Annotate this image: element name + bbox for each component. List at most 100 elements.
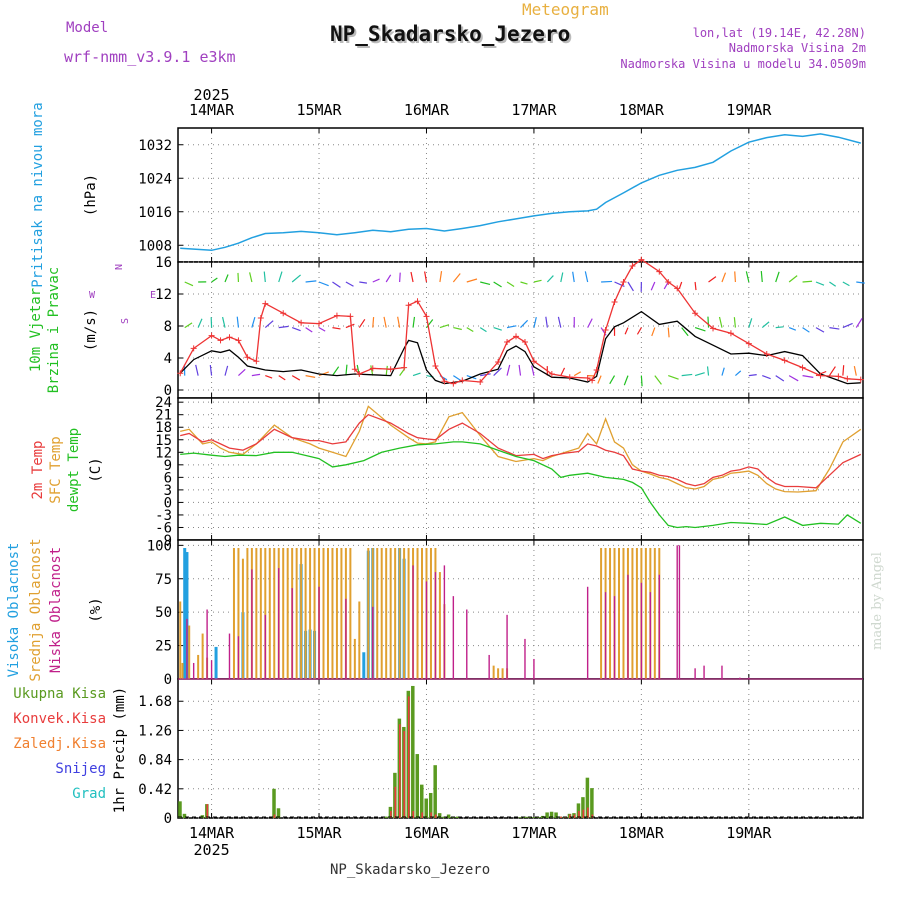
precip-bar-total bbox=[581, 797, 585, 818]
x-label-top-15MAR: 15MAR bbox=[296, 101, 342, 119]
cloud-bar-mid bbox=[264, 548, 267, 679]
wind-speed-marker bbox=[799, 364, 806, 371]
ytick-label-precip-4: 1.68 bbox=[138, 694, 172, 710]
cloud-bar-mid bbox=[398, 548, 401, 679]
wind-speed-marker bbox=[656, 268, 663, 275]
precip-bar-total bbox=[384, 816, 388, 818]
ytick-label-precip-3: 1.26 bbox=[138, 723, 172, 739]
wind-arrow bbox=[479, 327, 487, 333]
precip-bar-total bbox=[428, 792, 433, 818]
precip-bar-total bbox=[545, 812, 549, 818]
ytick-label-temperature-6: 9 bbox=[164, 458, 172, 474]
precip-bar-total bbox=[518, 817, 522, 818]
precip-bar-total bbox=[590, 788, 594, 818]
wind-arrow bbox=[788, 327, 797, 331]
cloud-bar-mid bbox=[246, 548, 249, 679]
wind-arrow bbox=[828, 366, 836, 376]
cloud-bar-mid bbox=[309, 548, 312, 679]
compass-n: N bbox=[114, 264, 125, 270]
wind-arrow bbox=[385, 274, 392, 283]
cloud-bar-mid bbox=[282, 548, 285, 679]
wind-arrow bbox=[678, 281, 683, 289]
precip-bar-total bbox=[182, 813, 187, 818]
cloud-bar-mid bbox=[429, 548, 432, 679]
wind-speed-marker bbox=[584, 375, 591, 381]
ytick-label-pressure-3: 1032 bbox=[138, 138, 172, 154]
wind-speed-marker bbox=[745, 340, 752, 347]
wind-arrow bbox=[412, 372, 421, 377]
wind-arrow bbox=[557, 316, 562, 328]
wind-arrow bbox=[224, 274, 229, 283]
cloud-bar-low bbox=[186, 618, 188, 679]
cloud-bar-mid bbox=[331, 548, 334, 679]
cloud-bar-mid bbox=[367, 548, 370, 679]
wind-arrow bbox=[560, 272, 564, 283]
cloud-bar-mid bbox=[349, 548, 352, 679]
wind-speed-marker bbox=[262, 300, 269, 307]
precip-bar-total bbox=[536, 817, 540, 818]
precip-bar-convective bbox=[582, 809, 585, 818]
cloud-bar-low bbox=[434, 572, 437, 679]
wind-speed-marker bbox=[405, 302, 412, 309]
wind-speed-marker bbox=[844, 375, 851, 382]
ytick-label-wind-0: 0 bbox=[164, 383, 172, 399]
wind-speed-marker bbox=[817, 372, 824, 379]
precip-legend-4: Grad bbox=[72, 786, 106, 802]
wind-arrow bbox=[545, 316, 548, 328]
precip-bar-convective bbox=[394, 786, 397, 818]
wind-arrow bbox=[305, 327, 313, 333]
panel-frame-pressure bbox=[177, 127, 864, 263]
precip-bar-total bbox=[178, 801, 182, 818]
model-label: Model bbox=[66, 20, 109, 36]
wind-arrow bbox=[318, 327, 326, 332]
wind-arrow bbox=[761, 321, 770, 329]
x-label-bottom-19MAR: 19MAR bbox=[726, 824, 772, 842]
cloud-bar-low bbox=[291, 588, 293, 679]
cloud-bar-mid bbox=[179, 601, 182, 679]
x-label-top-16MAR: 16MAR bbox=[404, 101, 450, 119]
chart-title: Meteogram bbox=[522, 0, 609, 19]
wind-arrow bbox=[829, 327, 840, 330]
wind-arrow bbox=[573, 371, 582, 377]
wind-speed-marker bbox=[530, 358, 537, 365]
wind-speed-marker bbox=[835, 373, 842, 380]
cloud-bar-mid bbox=[273, 548, 276, 679]
precip-bar-convective bbox=[569, 814, 571, 818]
wind-arrow bbox=[399, 272, 401, 283]
cloud-bar-mid bbox=[313, 548, 316, 679]
wind-arrow bbox=[762, 375, 771, 380]
cloud-bar-mid bbox=[600, 548, 603, 679]
wind-arrow bbox=[506, 364, 511, 376]
wind-arrow bbox=[372, 317, 375, 328]
wind-arrow bbox=[681, 327, 689, 337]
panel-frame-temperature bbox=[177, 397, 864, 541]
precip-bar-total bbox=[585, 777, 590, 818]
cloud-bar-mid bbox=[617, 548, 620, 679]
altitude: Nadmorska Visina 2m bbox=[728, 41, 866, 55]
cloud-bar-low bbox=[318, 586, 320, 679]
cloud-bar-low bbox=[604, 592, 607, 679]
precip-bar-convective bbox=[578, 811, 580, 818]
wind-speed-marker bbox=[459, 377, 466, 384]
precip-bar-total bbox=[272, 788, 276, 818]
cloud-bar-low bbox=[443, 565, 446, 679]
wind-arrow bbox=[668, 375, 679, 380]
x-label-top-19MAR: 19MAR bbox=[726, 101, 772, 119]
cloud-bar-mid bbox=[492, 665, 495, 679]
model-altitude: Nadmorska Visina u modelu 34.0509m bbox=[620, 57, 866, 71]
wind-arrow bbox=[410, 271, 414, 283]
wind-arrow bbox=[426, 319, 434, 328]
cloud-bar-mid bbox=[188, 625, 191, 679]
wind-speed-marker bbox=[692, 310, 699, 317]
cloud-bar-high bbox=[214, 646, 218, 679]
cloud-bar-low bbox=[627, 574, 629, 679]
wind-speed-marker bbox=[593, 367, 600, 373]
precip-bar-total bbox=[276, 808, 281, 818]
cloud-bar-mid bbox=[631, 548, 634, 679]
precip-bar-convective bbox=[573, 814, 576, 818]
cloud-bar-mid bbox=[421, 548, 424, 679]
wind-arrow bbox=[775, 271, 780, 283]
wind-arrow bbox=[531, 365, 535, 376]
precip-bar-total bbox=[437, 813, 442, 818]
cloud-bar-low bbox=[237, 636, 240, 679]
